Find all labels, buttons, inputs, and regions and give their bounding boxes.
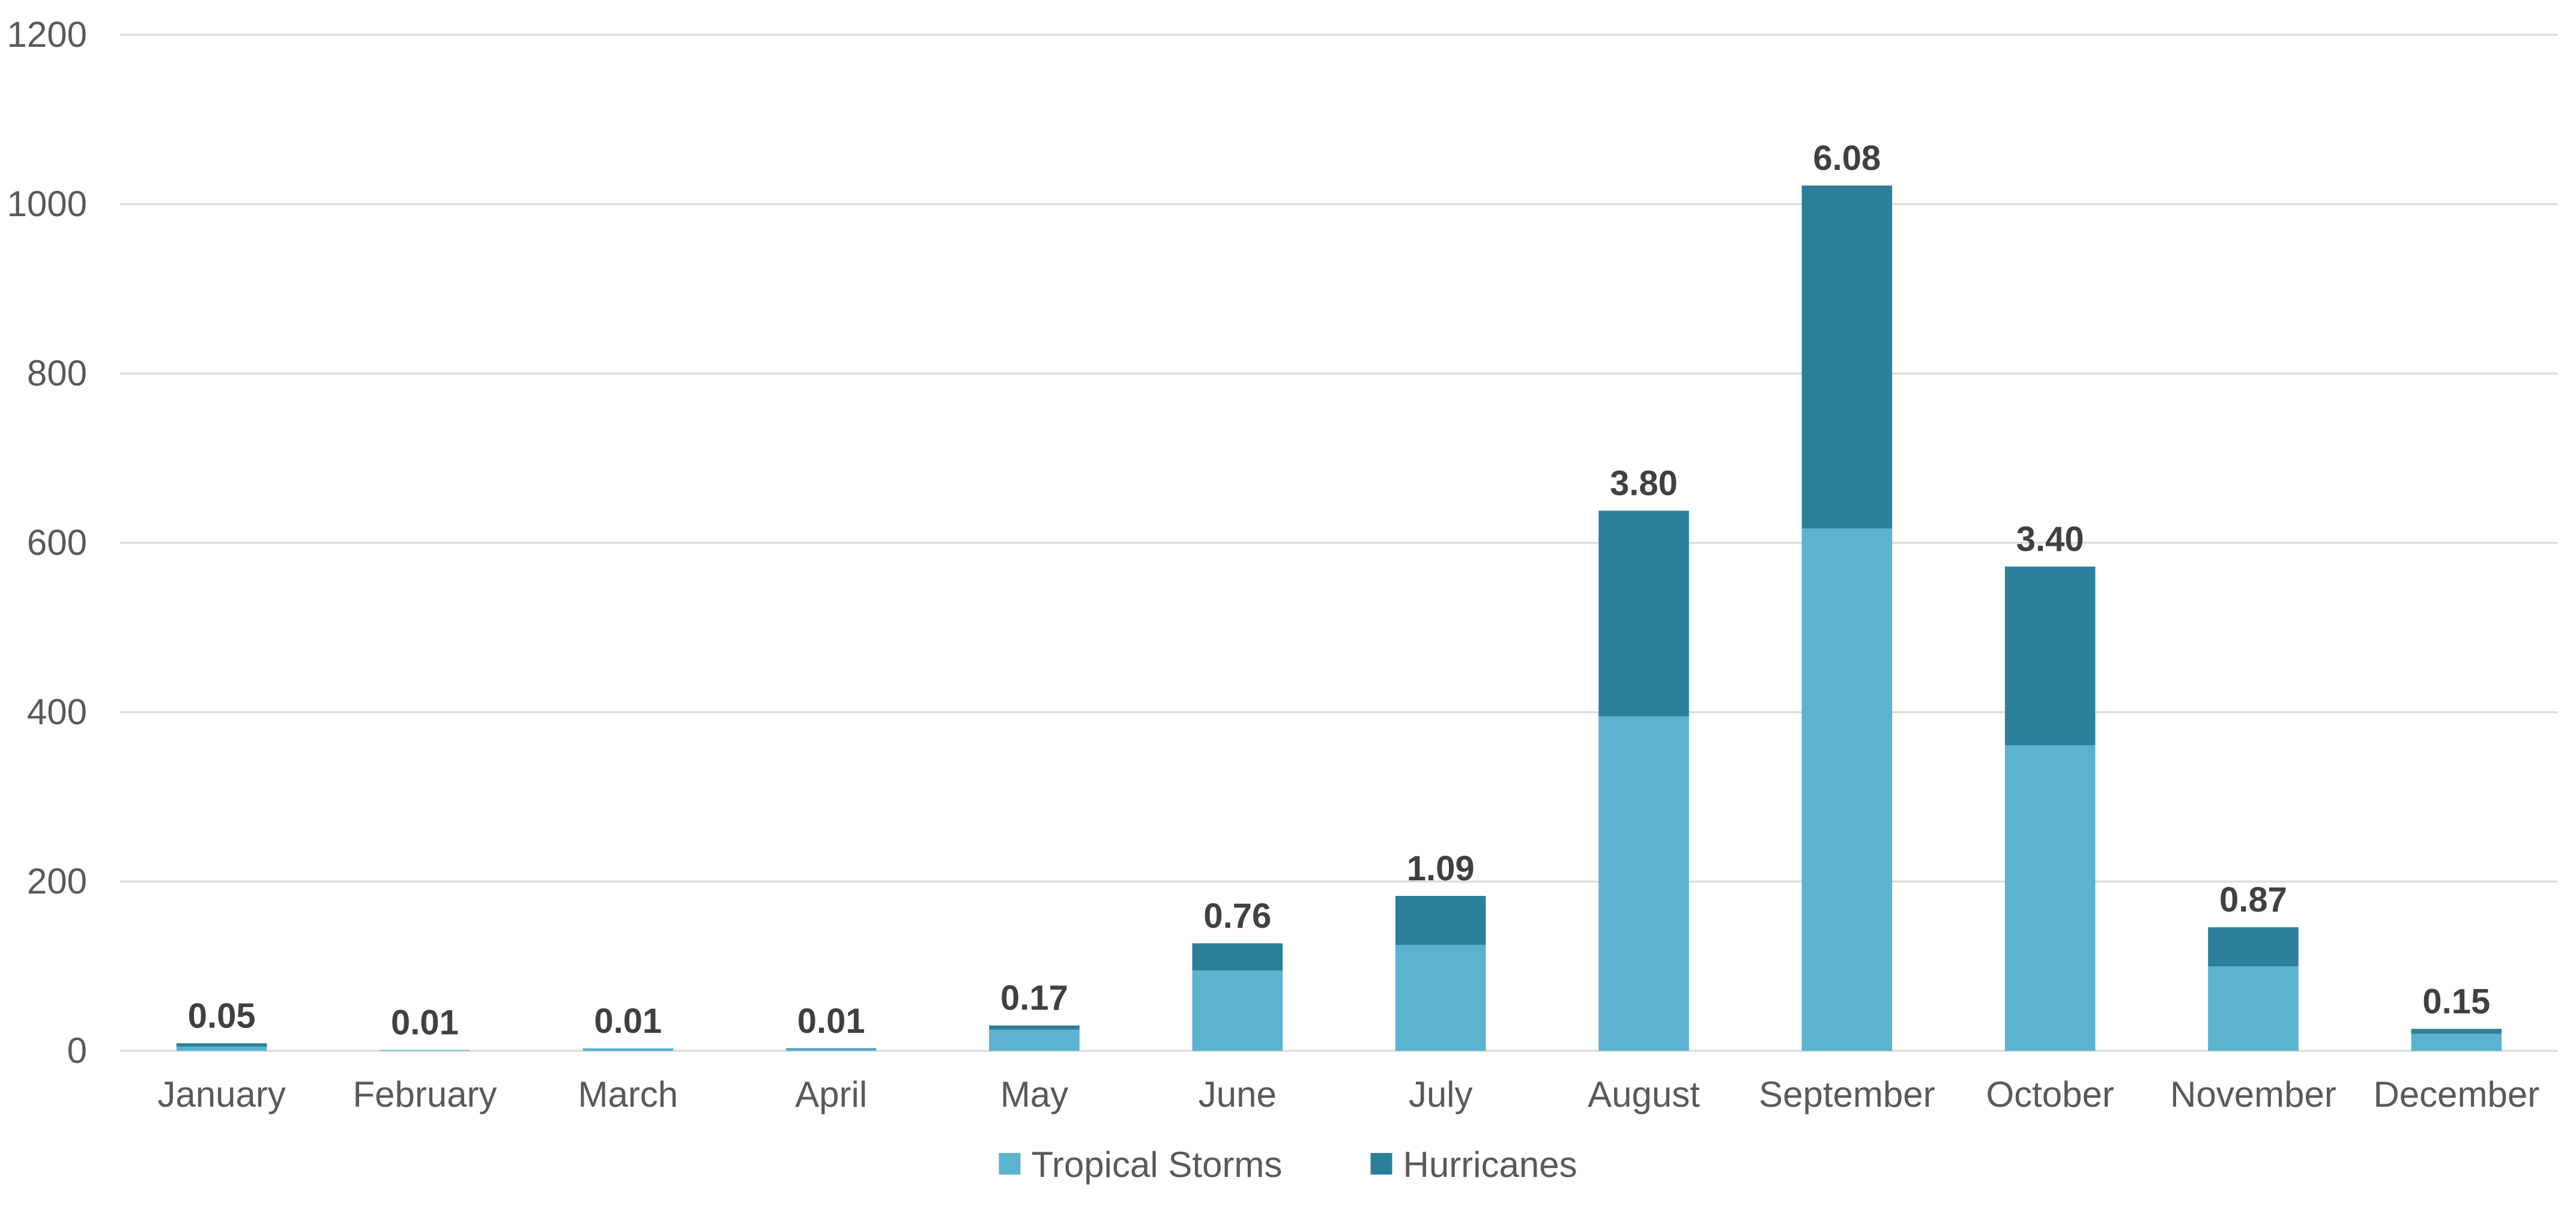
x-tick-label: January xyxy=(157,1074,285,1115)
data-label: 3.40 xyxy=(2016,519,2084,558)
bars xyxy=(176,185,2502,1051)
data-labels: 0.05 0.01 0.01 0.01 0.17 0.76 1.09 3.80 6.08 3.40… xyxy=(188,139,2491,1042)
bar-tropical-storms xyxy=(1395,945,1486,1051)
x-tick-label: November xyxy=(2170,1074,2336,1115)
legend-swatch xyxy=(999,1153,1021,1175)
bar-hurricanes xyxy=(989,1025,1080,1030)
bar-hurricanes xyxy=(1192,943,1283,971)
y-axis-ticks: 0 200 400 600 800 1000 1200 xyxy=(7,14,87,1071)
bar-hurricanes xyxy=(1598,510,1689,717)
bar-tropical-storms xyxy=(176,1046,267,1051)
x-tick-label: August xyxy=(1588,1074,1700,1115)
legend: Tropical Storms Hurricanes xyxy=(999,1145,1577,1185)
x-tick-label: May xyxy=(1000,1074,1068,1115)
bar-hurricanes xyxy=(176,1043,267,1047)
x-tick-label: July xyxy=(1409,1074,1473,1115)
bar-hurricanes xyxy=(2004,566,2096,745)
legend-label: Hurricanes xyxy=(1403,1145,1577,1185)
y-tick-label: 400 xyxy=(27,692,87,732)
x-tick-label: April xyxy=(795,1074,867,1115)
data-label: 0.01 xyxy=(797,1002,865,1041)
data-label: 0.05 xyxy=(188,996,256,1035)
x-tick-label: September xyxy=(1759,1074,1935,1115)
y-tick-label: 0 xyxy=(67,1030,87,1071)
bar-hurricanes xyxy=(785,1048,877,1050)
bar-tropical-storms xyxy=(2208,966,2299,1051)
bar-tropical-storms xyxy=(989,1029,1080,1051)
bar-tropical-storms xyxy=(582,1048,674,1051)
y-tick-label: 800 xyxy=(27,353,87,393)
data-label: 0.01 xyxy=(391,1003,459,1042)
bar-tropical-storms xyxy=(2411,1033,2502,1051)
data-label: 1.09 xyxy=(1407,849,1475,888)
y-tick-label: 1000 xyxy=(7,184,87,224)
bar-tropical-storms xyxy=(1192,970,1283,1051)
x-tick-label: June xyxy=(1199,1074,1277,1115)
data-label: 0.76 xyxy=(1203,897,1271,936)
data-label: 6.08 xyxy=(1813,139,1881,178)
bar-tropical-storms xyxy=(379,1050,470,1051)
bar-tropical-storms xyxy=(2004,745,2096,1051)
y-tick-label: 200 xyxy=(27,861,87,901)
data-label: 3.80 xyxy=(1610,464,1678,503)
legend-swatch xyxy=(1370,1153,1392,1175)
data-label: 0.17 xyxy=(1000,979,1068,1018)
data-label: 0.01 xyxy=(594,1002,662,1041)
data-label: 0.87 xyxy=(2219,880,2287,919)
bar-hurricanes xyxy=(1801,185,1893,529)
x-tick-label: March xyxy=(578,1074,678,1115)
legend-label: Tropical Storms xyxy=(1032,1145,1283,1185)
bar-tropical-storms xyxy=(1598,716,1689,1051)
x-tick-label: October xyxy=(1986,1074,2114,1115)
x-axis-ticks: January February March April May June July Augu… xyxy=(157,1074,2539,1115)
y-tick-label: 1200 xyxy=(7,14,87,55)
x-tick-label: February xyxy=(352,1074,497,1115)
y-tick-label: 600 xyxy=(27,522,87,563)
bar-tropical-storms xyxy=(785,1049,877,1051)
gridlines xyxy=(120,34,2558,1052)
bar-hurricanes xyxy=(1395,895,1486,945)
bar-tropical-storms xyxy=(1801,528,1893,1051)
x-tick-label: December xyxy=(2373,1074,2539,1115)
data-label: 0.15 xyxy=(2422,982,2490,1021)
bar-hurricanes xyxy=(2411,1029,2502,1034)
bar-hurricanes xyxy=(2208,927,2299,966)
